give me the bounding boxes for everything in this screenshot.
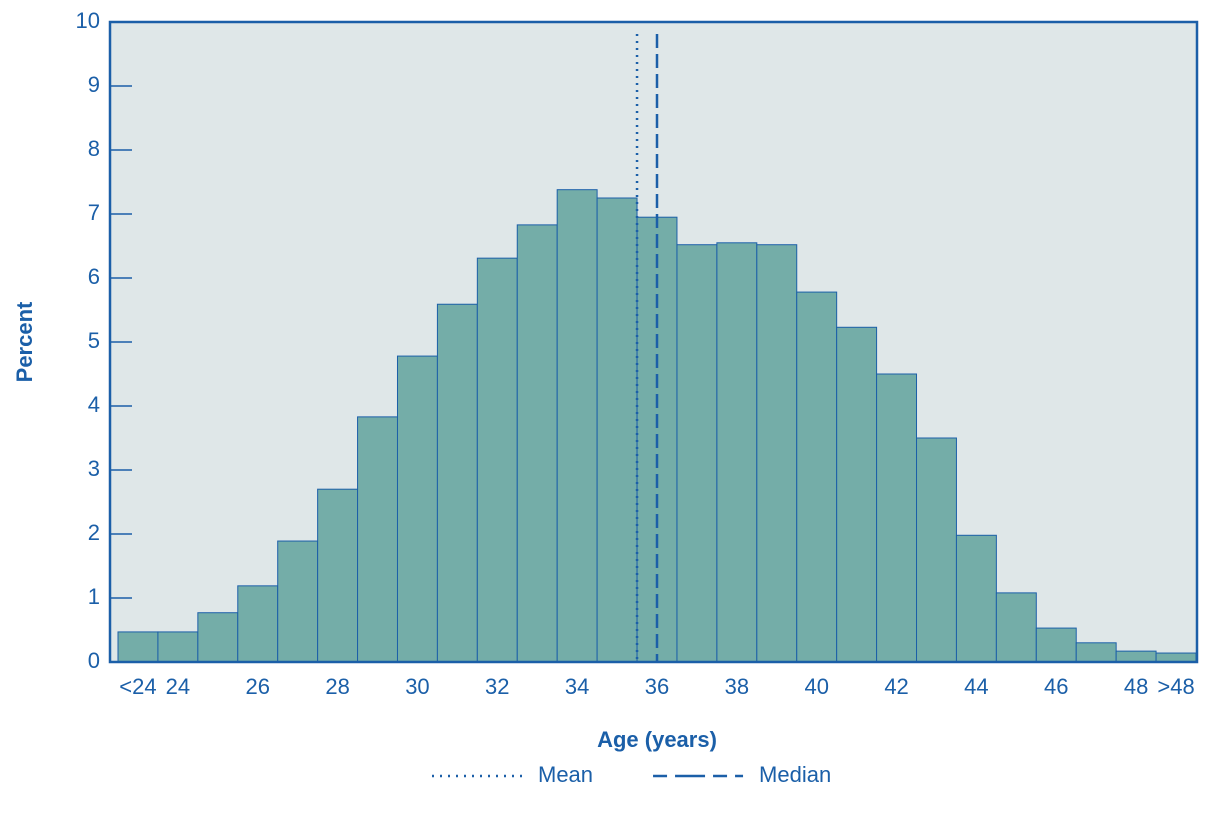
x-tick-label: 40 [804,674,828,699]
bar [237,585,279,663]
bar [436,303,478,663]
y-tick-label: 10 [76,8,100,33]
bar [396,355,438,663]
x-axis-label: Age (years) [597,727,717,752]
bar [1075,642,1117,663]
bar [836,326,878,663]
y-tick-label: 4 [88,392,100,417]
plot-frame [108,20,1199,664]
bar [676,244,718,663]
bar [916,437,957,663]
y-tick-label: 7 [88,200,100,225]
bar [1155,652,1197,663]
bar [317,488,359,663]
bar [556,189,598,663]
x-tick-label: 42 [884,674,908,699]
y-axis-label: Percent [12,301,37,382]
x-tick-label: 38 [725,674,749,699]
bar [955,534,997,663]
y-tick-label: 0 [88,648,100,673]
y-tick-label: 2 [88,520,100,545]
legend-label: Median [759,762,831,787]
y-tick-label: 1 [88,584,100,609]
x-tick-label: 28 [325,674,349,699]
bar [357,416,398,663]
bar [596,197,638,663]
bar [516,224,558,663]
x-tick-label: 26 [245,674,269,699]
bar [796,291,838,663]
x-tick-label: 34 [565,674,589,699]
x-tick-label: 44 [964,674,988,699]
bar [876,373,918,663]
x-tick-label: 32 [485,674,509,699]
legend-label: Mean [538,762,593,787]
y-tick-label: 5 [88,328,100,353]
x-tick-label: 30 [405,674,429,699]
x-tick-label: <24 [119,674,156,699]
bar [476,257,518,663]
x-tick-label: 46 [1044,674,1068,699]
bar [716,242,758,663]
bar [157,631,199,663]
y-tick-label: 9 [88,72,100,97]
bar [1115,650,1157,663]
bar [117,631,159,663]
bar [1035,627,1077,663]
y-tick-label: 6 [88,264,100,289]
x-tick-label: 36 [645,674,669,699]
y-tick-label: 3 [88,456,100,481]
x-tick-label: 48 [1124,674,1148,699]
bar [995,592,1037,663]
x-tick-label: 24 [166,674,190,699]
x-tick-label: >48 [1157,674,1194,699]
bar [197,612,239,663]
y-tick-label: 8 [88,136,100,161]
bar [277,540,319,663]
bar [756,244,798,663]
